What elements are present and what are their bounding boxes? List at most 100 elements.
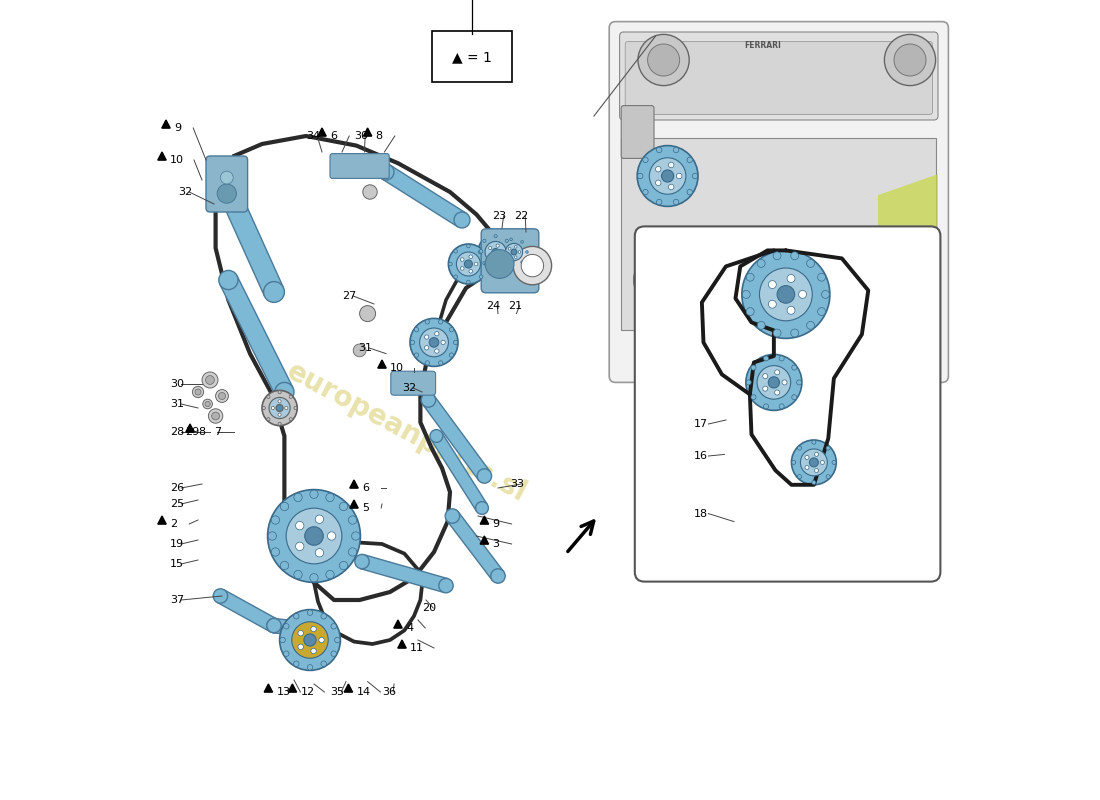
Circle shape <box>496 257 499 260</box>
Circle shape <box>355 554 370 569</box>
Circle shape <box>500 245 504 248</box>
Circle shape <box>518 250 520 254</box>
Text: 21: 21 <box>508 301 522 310</box>
FancyBboxPatch shape <box>625 42 933 114</box>
Circle shape <box>434 331 439 336</box>
Circle shape <box>695 261 702 267</box>
Circle shape <box>782 380 786 385</box>
Circle shape <box>491 569 505 583</box>
Circle shape <box>671 264 678 270</box>
Circle shape <box>669 184 674 190</box>
Circle shape <box>509 238 513 241</box>
Circle shape <box>321 661 327 666</box>
Circle shape <box>769 281 777 289</box>
Text: 12: 12 <box>300 687 315 697</box>
Circle shape <box>267 618 282 633</box>
Circle shape <box>216 390 229 402</box>
Circle shape <box>425 335 429 339</box>
Circle shape <box>449 244 488 284</box>
Circle shape <box>695 293 702 299</box>
Circle shape <box>267 418 270 421</box>
Circle shape <box>700 277 705 283</box>
Circle shape <box>421 393 436 407</box>
Circle shape <box>208 409 223 423</box>
Circle shape <box>466 280 470 284</box>
Circle shape <box>746 274 755 281</box>
Circle shape <box>877 260 886 270</box>
Circle shape <box>810 458 818 467</box>
Text: 17: 17 <box>694 419 708 429</box>
Polygon shape <box>382 166 466 226</box>
Circle shape <box>826 474 830 478</box>
Text: 16: 16 <box>694 451 708 461</box>
Circle shape <box>285 406 288 410</box>
Circle shape <box>477 469 492 483</box>
Circle shape <box>656 269 662 275</box>
Circle shape <box>307 610 312 615</box>
Circle shape <box>746 380 751 385</box>
Circle shape <box>667 309 673 316</box>
Circle shape <box>340 502 348 510</box>
Circle shape <box>649 158 685 194</box>
Polygon shape <box>273 618 327 639</box>
Circle shape <box>430 430 443 442</box>
Circle shape <box>657 199 662 205</box>
Circle shape <box>328 532 336 540</box>
Text: 10: 10 <box>390 363 404 373</box>
Circle shape <box>272 516 279 524</box>
Circle shape <box>485 262 488 266</box>
Circle shape <box>270 398 290 418</box>
FancyBboxPatch shape <box>621 138 936 330</box>
Circle shape <box>480 250 483 253</box>
Circle shape <box>774 370 780 375</box>
Polygon shape <box>878 174 938 336</box>
Circle shape <box>792 440 836 485</box>
FancyBboxPatch shape <box>431 31 513 82</box>
Circle shape <box>461 258 464 262</box>
Circle shape <box>449 353 453 358</box>
Circle shape <box>278 400 282 403</box>
FancyBboxPatch shape <box>609 22 948 382</box>
Circle shape <box>219 393 225 399</box>
Circle shape <box>469 270 473 273</box>
Circle shape <box>769 300 777 308</box>
Circle shape <box>681 277 686 283</box>
Circle shape <box>454 275 458 278</box>
Circle shape <box>817 308 825 315</box>
Text: 24: 24 <box>486 301 500 310</box>
Text: 32: 32 <box>402 383 416 393</box>
Circle shape <box>814 469 818 473</box>
Text: 30: 30 <box>354 131 368 141</box>
Polygon shape <box>350 480 359 488</box>
Circle shape <box>298 630 304 636</box>
Circle shape <box>321 614 327 619</box>
Circle shape <box>634 244 706 316</box>
Text: 34: 34 <box>306 131 320 141</box>
Circle shape <box>656 180 661 186</box>
Circle shape <box>492 249 499 255</box>
Circle shape <box>656 285 662 291</box>
Text: 37: 37 <box>170 595 184 605</box>
Circle shape <box>425 346 429 350</box>
Text: 31: 31 <box>170 399 184 409</box>
Circle shape <box>279 610 340 670</box>
Circle shape <box>500 250 504 254</box>
Circle shape <box>801 449 827 476</box>
Circle shape <box>275 382 294 402</box>
FancyBboxPatch shape <box>621 106 654 158</box>
Circle shape <box>331 651 337 657</box>
Circle shape <box>757 322 766 330</box>
Polygon shape <box>422 396 491 480</box>
Circle shape <box>449 262 452 266</box>
Circle shape <box>796 380 802 385</box>
Text: 9: 9 <box>493 519 499 529</box>
Circle shape <box>822 290 829 298</box>
Circle shape <box>280 502 288 510</box>
Circle shape <box>205 402 210 406</box>
Circle shape <box>480 275 483 278</box>
Circle shape <box>264 282 285 302</box>
Circle shape <box>294 661 299 666</box>
Circle shape <box>326 570 334 578</box>
Circle shape <box>449 327 453 332</box>
Circle shape <box>663 273 678 287</box>
